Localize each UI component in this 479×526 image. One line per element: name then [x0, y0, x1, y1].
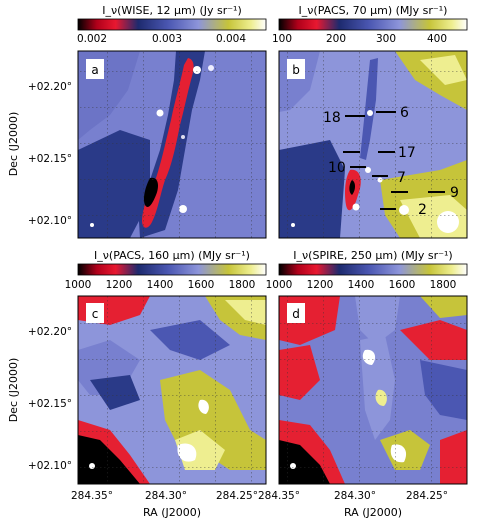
- panel-c-yticks: +02.20° +02.15° +02.10°: [28, 326, 72, 472]
- ytick-c: +02.15°: [28, 398, 72, 410]
- colorbar-d: [278, 263, 468, 276]
- panel-b: I_ν(PACS, 70 μm) (MJy sr⁻¹) 100 200 300 …: [272, 4, 468, 239]
- colorbar-d-tick: 1800: [430, 279, 457, 291]
- xtick-c: 284.25°: [216, 490, 258, 502]
- colorbar-a-tick: 0.004: [216, 33, 246, 45]
- panel-c-xlabel: RA (J2000): [143, 506, 201, 519]
- colorbar-d-tick: 1200: [307, 279, 334, 291]
- panel-d-xticks: 284.35° 284.30° 284.25°: [258, 490, 448, 502]
- colorbar-b-tick: 400: [427, 33, 447, 45]
- colorbar-a-tick: 0.003: [152, 33, 182, 45]
- ytick-a: +02.15°: [28, 153, 72, 165]
- colorbar-a-tick: 0.002: [77, 33, 107, 45]
- map-a: [78, 51, 266, 238]
- source-markers: [343, 111, 445, 210]
- source-labels: 18 6 17 10 7 9 2: [323, 105, 459, 218]
- colorbar-a-title: I_ν(WISE, 12 μm) (Jy sr⁻¹): [102, 4, 242, 17]
- colorbar-b-ticks: 100 200 300 400: [272, 33, 447, 45]
- panel-c-ylabel: Dec (J2000): [7, 358, 20, 423]
- colorbar-c-tick: 1400: [147, 279, 174, 291]
- ytick-a: +02.20°: [28, 81, 72, 93]
- panel-c: I_ν(PACS, 160 μm) (MJy sr⁻¹) 1000 1200 1…: [7, 249, 267, 519]
- panel-a: I_ν(WISE, 12 μm) (Jy sr⁻¹) 0.002 0.003 0…: [7, 4, 267, 239]
- colorbar-c-tick: 1000: [65, 279, 92, 291]
- colorbar-c: [77, 263, 267, 276]
- map-c: [78, 296, 266, 484]
- colorbar-d-title: I_ν(SPIRE, 250 μm) (MJy sr⁻¹): [293, 249, 452, 262]
- xtick-c: 284.30°: [145, 490, 187, 502]
- ytick-c: +02.10°: [28, 460, 72, 472]
- colorbar-c-ticks: 1000 1200 1400 1600 1800: [65, 279, 256, 291]
- colorbar-b: [278, 18, 468, 31]
- source-label: 9: [450, 185, 459, 201]
- xtick-c: 284.35°: [71, 490, 113, 502]
- ytick-c: +02.20°: [28, 326, 72, 338]
- colorbar-b-tick: 300: [376, 33, 396, 45]
- source-label: 7: [397, 170, 406, 186]
- map-b: [279, 51, 467, 238]
- colorbar-b-tick: 200: [326, 33, 346, 45]
- panel-a-label: a: [91, 63, 98, 77]
- panel-c-label: c: [92, 307, 99, 321]
- source-label: 10: [328, 160, 346, 176]
- xtick-d: 284.35°: [258, 490, 300, 502]
- colorbar-c-title: I_ν(PACS, 160 μm) (MJy sr⁻¹): [94, 249, 250, 262]
- colorbar-a: [77, 18, 267, 31]
- colorbar-b-tick: 100: [272, 33, 292, 45]
- source-label: 2: [418, 202, 427, 218]
- colorbar-d-tick: 1000: [266, 279, 293, 291]
- xtick-d: 284.25°: [406, 490, 448, 502]
- colorbar-c-tick: 1800: [229, 279, 256, 291]
- colorbar-c-tick: 1200: [106, 279, 133, 291]
- colorbar-b-title: I_ν(PACS, 70 μm) (MJy sr⁻¹): [299, 4, 448, 17]
- panel-a-yticks: +02.20° +02.15° +02.10°: [28, 81, 72, 227]
- panel-b-label: b: [292, 63, 300, 77]
- xtick-d: 284.30°: [334, 490, 376, 502]
- colorbar-a-ticks: 0.002 0.003 0.004: [77, 33, 246, 45]
- colorbar-d-tick: 1400: [348, 279, 375, 291]
- source-label: 17: [398, 145, 416, 161]
- map-d: [279, 296, 467, 484]
- source-label: 6: [400, 105, 409, 121]
- source-label: 18: [323, 110, 341, 126]
- colorbar-c-tick: 1600: [188, 279, 215, 291]
- panel-d-label: d: [292, 307, 300, 321]
- ytick-a: +02.10°: [28, 215, 72, 227]
- colorbar-d-ticks: 1000 1200 1400 1600 1800: [266, 279, 457, 291]
- panel-d-xlabel: RA (J2000): [344, 506, 402, 519]
- panel-a-ylabel: Dec (J2000): [7, 112, 20, 177]
- colorbar-d-tick: 1600: [389, 279, 416, 291]
- panel-d: I_ν(SPIRE, 250 μm) (MJy sr⁻¹) 1000 1200 …: [258, 249, 468, 519]
- panel-c-xticks: 284.35° 284.30° 284.25°: [71, 490, 258, 502]
